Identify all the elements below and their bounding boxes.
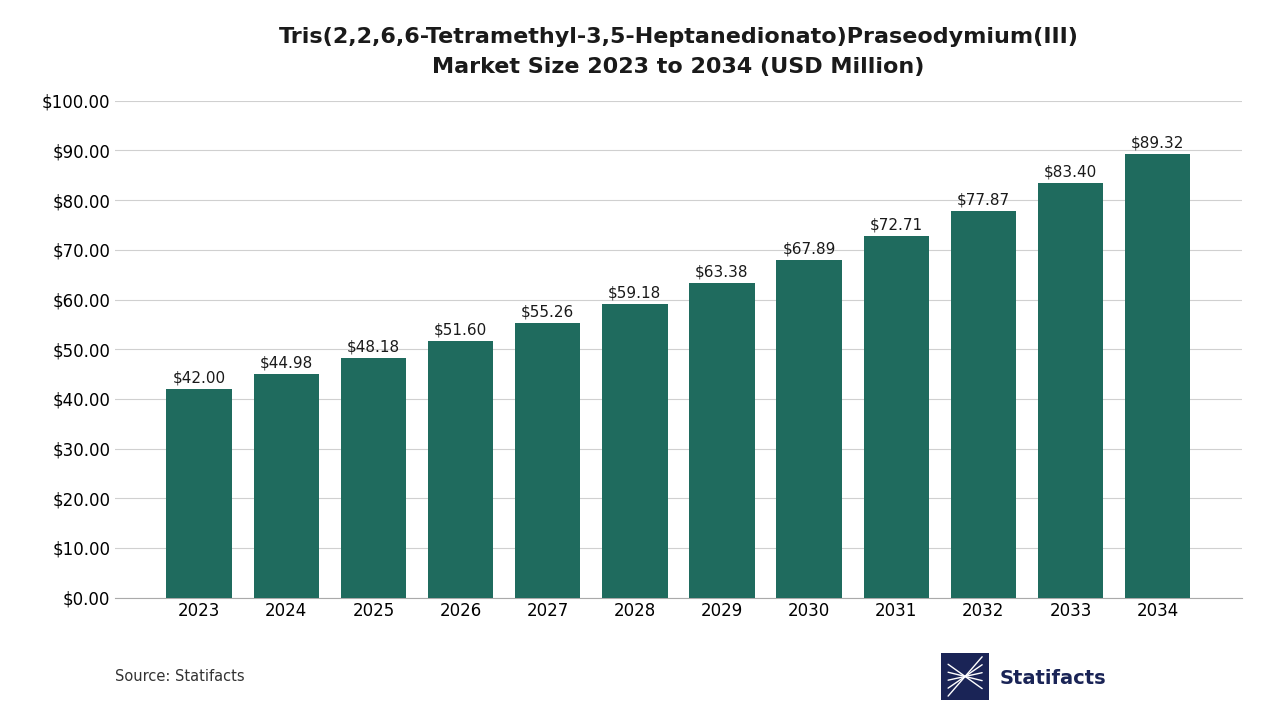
Bar [1125, 154, 1190, 598]
Text: $55.26: $55.26 [521, 305, 575, 320]
Bar [864, 236, 929, 598]
Bar [951, 211, 1016, 598]
Bar [777, 261, 842, 598]
Bar [428, 341, 493, 598]
Title: Tris(2,2,6,6-Tetramethyl-3,5-Heptanedionato)Praseodymium(III)
Market Size 2023 t: Tris(2,2,6,6-Tetramethyl-3,5-Heptanedion… [279, 27, 1078, 77]
Text: $83.40: $83.40 [1044, 165, 1097, 180]
Text: $67.89: $67.89 [782, 242, 836, 257]
Text: $77.87: $77.87 [957, 192, 1010, 207]
Text: $51.60: $51.60 [434, 323, 488, 338]
Bar [515, 323, 580, 598]
Bar [1038, 184, 1103, 598]
Bar [340, 359, 406, 598]
Text: $48.18: $48.18 [347, 340, 399, 355]
Text: $42.00: $42.00 [173, 371, 225, 385]
Bar [690, 283, 755, 598]
Text: $59.18: $59.18 [608, 285, 662, 300]
Text: Source: Statifacts: Source: Statifacts [115, 669, 244, 684]
Bar [166, 389, 232, 598]
Text: $89.32: $89.32 [1132, 135, 1184, 150]
FancyBboxPatch shape [941, 653, 989, 700]
Bar [602, 304, 667, 598]
Text: Statifacts: Statifacts [1000, 669, 1106, 688]
Text: $72.71: $72.71 [869, 218, 923, 233]
Text: $63.38: $63.38 [695, 264, 749, 279]
Bar [253, 374, 319, 598]
Text: $44.98: $44.98 [260, 356, 312, 371]
